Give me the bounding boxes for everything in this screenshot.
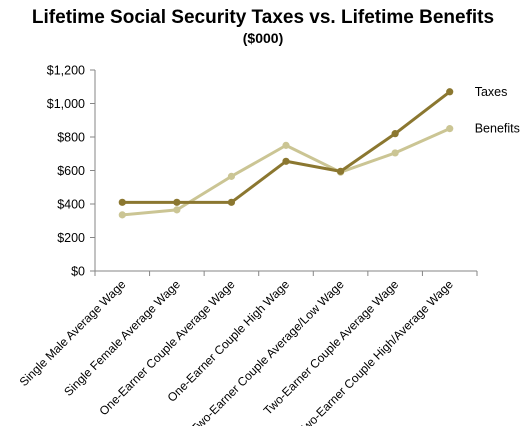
data-point-taxes — [391, 130, 399, 138]
y-tick-label: $1,200 — [47, 64, 85, 78]
data-point-taxes — [227, 198, 236, 206]
chart-title: Lifetime Social Security Taxes vs. Lifet… — [32, 7, 494, 28]
data-point-taxes — [118, 198, 126, 206]
chart-subtitle: ($000) — [243, 30, 283, 46]
y-tick-label: $0 — [71, 265, 85, 279]
y-tick-label: $200 — [57, 231, 85, 245]
data-point-taxes — [282, 157, 290, 165]
y-tick-label: $800 — [57, 131, 85, 145]
x-tick-label: Single Male Average Wage — [17, 277, 129, 389]
axes — [90, 69, 478, 276]
series-label-taxes: Taxes — [475, 85, 508, 99]
series-layer — [118, 88, 454, 219]
y-tick-label: $600 — [57, 164, 85, 178]
data-point-benefits — [391, 149, 399, 157]
data-point-benefits — [227, 172, 236, 180]
data-point-taxes — [446, 88, 454, 96]
data-point-taxes — [173, 198, 181, 206]
series-label-benefits: Benefits — [475, 122, 520, 136]
data-point-taxes — [336, 167, 345, 175]
x-tick-label: Single Female Average Wage — [61, 277, 183, 399]
data-point-benefits — [118, 211, 126, 219]
y-tick-label: $1,000 — [47, 97, 85, 111]
data-point-benefits — [173, 206, 181, 214]
y-tick-label: $400 — [57, 198, 85, 212]
data-point-benefits — [446, 125, 454, 133]
data-point-benefits — [282, 141, 290, 149]
tick-labels: $0 $200 $400 $600 $800 $1,000 $1,200 Single Mal… — [17, 64, 520, 431]
